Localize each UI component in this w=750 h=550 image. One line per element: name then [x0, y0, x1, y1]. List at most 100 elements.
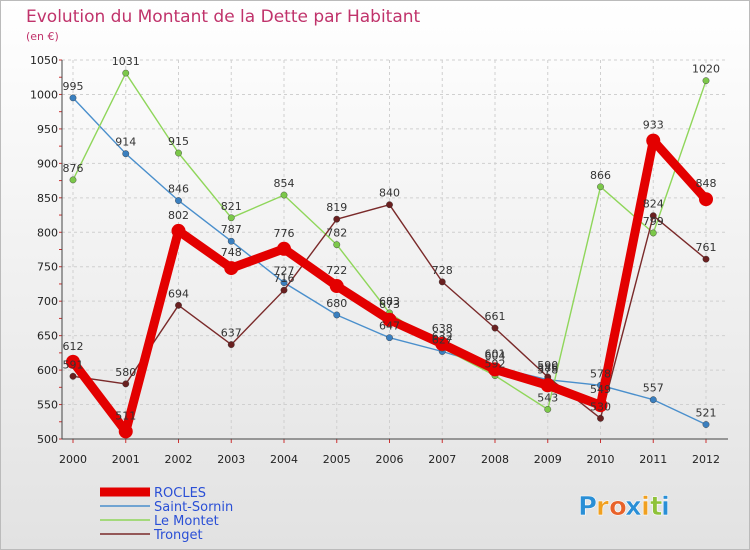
series [66, 69, 713, 439]
data-point-saint-sornin [333, 311, 341, 319]
data-point-saint-sornin [227, 237, 235, 245]
data-label-saint-sornin: 680 [326, 297, 347, 310]
data-point-tronget [69, 372, 77, 380]
data-label-le-montet: 1020 [692, 63, 720, 76]
legend-label-saint-sornin: Saint-Sornin [154, 500, 233, 515]
data-label-tronget: 590 [537, 359, 558, 372]
data-label-le-montet: 915 [168, 135, 189, 148]
brand-letter: o [609, 492, 627, 522]
legend-label-le-montet: Le Montet [154, 514, 219, 529]
data-label-saint-sornin: 787 [221, 223, 242, 236]
data-point-le-montet [280, 191, 288, 199]
data-point-le-montet [175, 149, 182, 157]
x-tick-label: 2000 [59, 453, 87, 466]
data-label-rocles: 802 [168, 209, 189, 222]
x-tick-label: 2012 [692, 453, 720, 466]
x-tick-label: 2006 [376, 453, 404, 466]
data-point-le-montet [333, 241, 341, 249]
data-label-rocles: 601 [485, 347, 506, 360]
y-tick-label: 1050 [30, 54, 58, 67]
data-label-saint-sornin: 647 [379, 320, 400, 333]
brand-letter: r [596, 492, 609, 522]
y-tick-label: 600 [37, 364, 58, 377]
data-point-tronget [438, 278, 446, 286]
data-label-rocles: 933 [643, 119, 664, 132]
chart-subtitle: (en €) [26, 30, 59, 43]
x-tick-label: 2005 [323, 453, 351, 466]
data-label-saint-sornin: 578 [590, 367, 611, 380]
data-label-rocles: 612 [63, 340, 84, 353]
brand-logo: Pr ox i ti [578, 492, 671, 523]
data-label-le-montet: 866 [590, 169, 611, 182]
data-label-le-montet: 876 [63, 162, 84, 175]
x-tick-label: 2008 [481, 453, 509, 466]
data-point-tronget [333, 215, 341, 223]
x-tick-label: 2011 [639, 453, 667, 466]
y-tick-label: 650 [37, 330, 58, 343]
data-point-le-montet [702, 77, 710, 85]
data-point-tronget [597, 414, 604, 422]
data-label-le-montet: 799 [643, 215, 664, 228]
data-label-saint-sornin: 604 [485, 349, 506, 362]
data-point-tronget [649, 212, 657, 220]
y-tick-label: 700 [37, 295, 58, 308]
data-label-saint-sornin: 521 [696, 407, 717, 420]
x-tick-label: 2007 [428, 453, 456, 466]
data-label-tronget: 530 [590, 400, 611, 413]
data-label-saint-sornin: 914 [115, 136, 136, 149]
data-label-rocles: 511 [115, 409, 136, 422]
brand-letter: x [625, 492, 642, 522]
data-point-tronget [122, 380, 130, 388]
data-point-saint-sornin [649, 396, 657, 404]
data-label-rocles: 578 [537, 363, 558, 376]
data-label-saint-sornin: 586 [537, 362, 558, 375]
data-label-saint-sornin: 557 [643, 382, 664, 395]
y-tick-label: 1000 [30, 88, 58, 101]
data-point-le-montet [597, 183, 604, 191]
data-point-le-montet [122, 69, 130, 77]
data-point-rocles [540, 378, 555, 393]
chart-title: Evolution du Montant de la Dette par Hab… [26, 7, 421, 27]
brand-letter: i [641, 492, 650, 522]
data-label-rocles: 848 [696, 177, 717, 190]
x-tick-label: 2001 [112, 453, 140, 466]
data-label-le-montet: 1031 [112, 55, 140, 68]
axes: 500 550 600 650 700 750 800 850 900 950 1000 1050 20… [30, 54, 728, 466]
data-label-saint-sornin: 995 [63, 80, 84, 93]
data-label-le-montet: 592 [485, 358, 506, 371]
data-label-le-montet: 821 [221, 200, 242, 213]
legend-label-rocles: ROCLES [154, 486, 206, 501]
x-tick-label: 2010 [587, 453, 615, 466]
data-point-rocles [66, 354, 80, 369]
data-label-tronget: 716 [274, 272, 295, 285]
data-label-le-montet: 782 [326, 227, 347, 240]
y-tick-label: 850 [37, 192, 58, 205]
data-point-tronget [175, 301, 182, 309]
data-label-tronget: 824 [643, 198, 664, 211]
data-label-le-montet: 854 [274, 177, 295, 190]
data-point-rocles [646, 133, 661, 148]
data-point-rocles [488, 362, 502, 377]
data-label-tronget: 840 [379, 187, 400, 200]
data-point-rocles [118, 424, 133, 439]
data-label-tronget: 694 [168, 287, 189, 300]
x-tick-label: 2003 [217, 453, 245, 466]
data-point-saint-sornin [280, 279, 288, 286]
data-point-saint-sornin [702, 421, 710, 428]
data-label-rocles: 722 [326, 264, 347, 277]
data-label-tronget: 591 [63, 358, 84, 371]
data-point-le-montet [544, 405, 552, 413]
y-tick-label: 800 [37, 226, 58, 239]
data-label-le-montet: 543 [537, 391, 558, 404]
data-point-saint-sornin [69, 94, 77, 102]
y-tick-label: 500 [37, 433, 58, 446]
data-point-rocles [329, 279, 344, 294]
data-label-tronget: 580 [115, 366, 136, 379]
data-point-saint-sornin [175, 197, 182, 204]
y-tick-label: 550 [37, 399, 58, 412]
data-point-tronget [386, 201, 393, 209]
data-point-rocles [435, 336, 450, 351]
data-point-tronget [702, 255, 710, 263]
data-point-le-montet [227, 214, 235, 222]
